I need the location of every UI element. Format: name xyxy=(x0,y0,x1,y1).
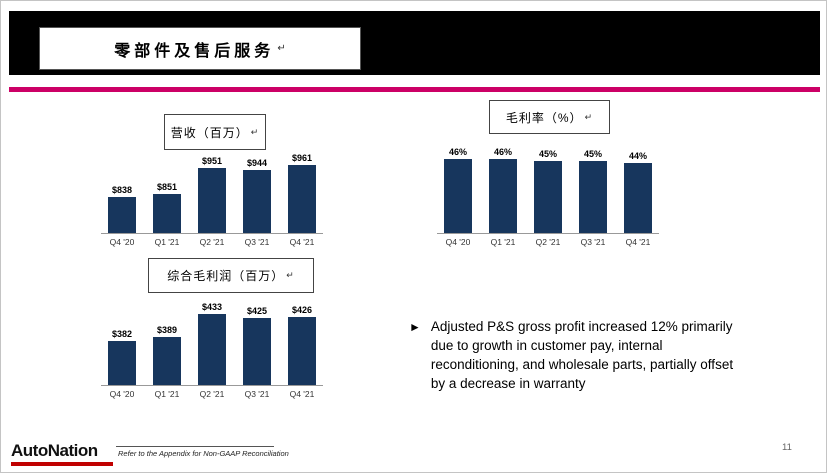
bar-value-label: 46% xyxy=(448,147,467,157)
axis-category-label: Q4 '20 xyxy=(109,389,135,399)
bar-group: $851 xyxy=(153,137,181,233)
bar xyxy=(108,197,136,233)
paragraph-mark-icon: ↵ xyxy=(286,270,295,280)
bar-value-label: $961 xyxy=(291,153,313,163)
footnote-divider xyxy=(116,446,274,447)
gross-profit-chart: $382 $389 $433 $425 $426 Q4 '20 Q1 '21 Q2 '21 Q… xyxy=(101,289,323,399)
bar xyxy=(288,317,316,385)
revenue-plot-area: $838 $851 $951 $944 $961 xyxy=(101,137,323,234)
axis-category-label: Q2 '21 xyxy=(199,389,225,399)
bar-value-label: $389 xyxy=(156,325,178,335)
axis-category-label: Q2 '21 xyxy=(535,237,561,247)
paragraph-mark-icon: ↵ xyxy=(584,111,594,122)
bar-value-label: 46% xyxy=(493,147,512,157)
paragraph-mark-icon: ↵ xyxy=(277,43,286,54)
autonation-logo: AutoNation xyxy=(11,441,115,466)
footnote: Refer to the Appendix for Non-GAAP Recon… xyxy=(118,449,289,458)
bar-group: $433 xyxy=(198,289,226,385)
page-number: 11 xyxy=(782,442,792,453)
accent-divider xyxy=(9,87,820,92)
bar xyxy=(153,337,181,385)
bar-group: 45% xyxy=(579,137,607,233)
bullet-text: Adjusted P&S gross profit increased 12% … xyxy=(430,319,734,391)
bar-value-label: $425 xyxy=(246,306,268,316)
bar-group: 45% xyxy=(534,137,562,233)
autonation-logo-text: AutoNation xyxy=(11,441,98,460)
gross-profit-chart-title-text: 综合毛利润（百万） xyxy=(167,269,285,283)
bar xyxy=(288,165,316,233)
bar-value-label: 45% xyxy=(583,149,602,159)
revenue-chart: $838 $851 $951 $944 $961 Q4 '20 Q1 '21 Q2 '21 Q… xyxy=(101,137,323,247)
bar-value-label: $426 xyxy=(291,305,313,315)
bar-value-label: 44% xyxy=(628,151,647,161)
gross-profit-plot-area: $382 $389 $433 $425 $426 xyxy=(101,289,323,386)
axis-category-label: Q2 '21 xyxy=(199,237,225,247)
axis-category-label: Q4 '20 xyxy=(109,237,135,247)
bar-group: $425 xyxy=(243,289,271,385)
bar-value-label: 45% xyxy=(538,149,557,159)
bar-value-label: $382 xyxy=(111,329,133,339)
bar-group: $961 xyxy=(288,137,316,233)
revenue-chart-title: 营收（百万） ↵ xyxy=(164,114,266,150)
bar xyxy=(243,170,271,233)
bar xyxy=(198,168,226,233)
bar xyxy=(243,318,271,385)
gross-margin-x-axis: Q4 '20 Q1 '21 Q2 '21 Q3 '21 Q4 '21 xyxy=(437,237,659,247)
bar xyxy=(153,194,181,233)
gross-profit-x-axis: Q4 '20 Q1 '21 Q2 '21 Q3 '21 Q4 '21 xyxy=(101,389,323,399)
axis-category-label: Q3 '21 xyxy=(580,237,606,247)
slide-title: 零部件及售后服务 xyxy=(114,42,275,60)
paragraph-mark-icon: ↵ xyxy=(250,126,260,137)
bar-value-label: $944 xyxy=(246,158,268,168)
bar-group: 46% xyxy=(444,137,472,233)
bar-group: 44% xyxy=(624,137,652,233)
bar-group: $944 xyxy=(243,137,271,233)
bar xyxy=(579,161,607,233)
bar xyxy=(534,161,562,233)
revenue-chart-title-text: 营收（百万） xyxy=(170,125,249,140)
axis-category-label: Q3 '21 xyxy=(244,389,270,399)
gross-margin-chart-title: 毛利率（%） ↵ xyxy=(489,100,610,134)
gross-margin-plot-area: 46% 46% 45% 45% 44% xyxy=(437,137,659,234)
logo-underline xyxy=(11,462,113,466)
bar-group: $426 xyxy=(288,289,316,385)
bar xyxy=(624,163,652,233)
axis-category-label: Q4 '21 xyxy=(289,237,315,247)
bullet-arrow-icon: ► xyxy=(409,320,421,334)
bar-group: 46% xyxy=(489,137,517,233)
gross-profit-chart-title: 综合毛利润（百万） ↵ xyxy=(148,258,314,293)
axis-category-label: Q1 '21 xyxy=(490,237,516,247)
revenue-x-axis: Q4 '20 Q1 '21 Q2 '21 Q3 '21 Q4 '21 xyxy=(101,237,323,247)
bar xyxy=(108,341,136,385)
bar-group: $389 xyxy=(153,289,181,385)
bar-value-label: $951 xyxy=(201,156,223,166)
bar-group: $951 xyxy=(198,137,226,233)
bar-value-label: $851 xyxy=(156,182,178,192)
bullet-point: ► Adjusted P&S gross profit increased 12… xyxy=(409,317,749,393)
bar-value-label: $433 xyxy=(201,302,223,312)
bar xyxy=(489,159,517,233)
axis-category-label: Q4 '20 xyxy=(445,237,471,247)
axis-category-label: Q4 '21 xyxy=(289,389,315,399)
gross-margin-chart-title-text: 毛利率（%） xyxy=(505,110,583,125)
bar xyxy=(198,314,226,385)
bar xyxy=(444,159,472,233)
axis-category-label: Q1 '21 xyxy=(154,389,180,399)
bar-group: $382 xyxy=(108,289,136,385)
bar-value-label: $838 xyxy=(111,185,133,195)
axis-category-label: Q4 '21 xyxy=(625,237,651,247)
axis-category-label: Q3 '21 xyxy=(244,237,270,247)
axis-category-label: Q1 '21 xyxy=(154,237,180,247)
slide-title-box: 零部件及售后服务 ↵ xyxy=(39,27,361,70)
gross-margin-chart: 46% 46% 45% 45% 44% Q4 '20 Q1 '21 Q2 '21 Q3 '21… xyxy=(437,137,659,247)
bar-group: $838 xyxy=(108,137,136,233)
header-bar: 零部件及售后服务 ↵ xyxy=(9,11,820,75)
